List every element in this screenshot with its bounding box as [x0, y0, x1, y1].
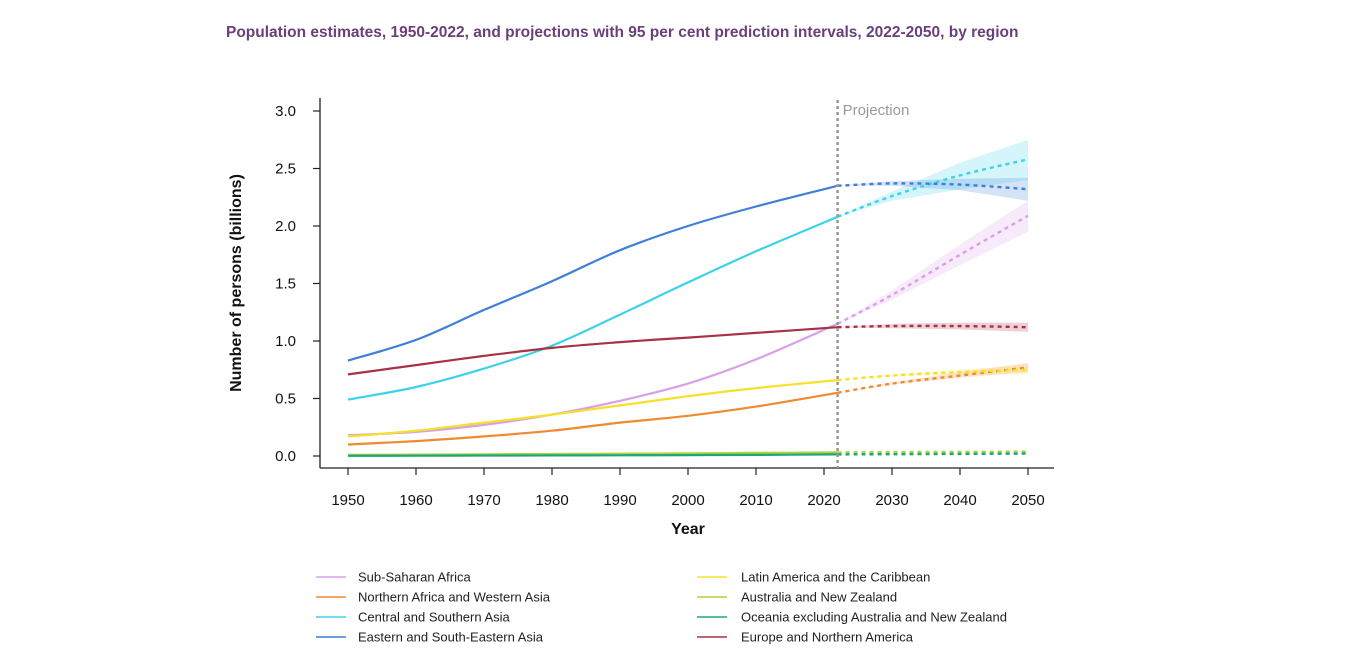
y-tick-label: 2.5: [275, 161, 296, 178]
prediction-band: [837, 322, 1028, 332]
series-line-estimate: [347, 451, 838, 456]
projection-label: Projection: [843, 102, 910, 119]
x-axis-title: Year: [671, 521, 705, 538]
x-tick-label: 1950: [331, 492, 364, 509]
prediction-band: [837, 451, 1028, 453]
x-tick-label: 1960: [399, 492, 432, 509]
series-line-projection: [837, 450, 1029, 454]
prediction-band: [837, 453, 1028, 455]
legend-label: Central and Southern Asia: [358, 610, 511, 625]
x-ticks: 1950 1960 1970 1980 1990 2000 2010 2020 2030 2040…: [331, 468, 1045, 509]
series-line-projection: [837, 182, 1029, 191]
series-line-projection: [837, 368, 1029, 382]
x-tick-label: 1970: [467, 492, 500, 509]
legend-label: Northern Africa and Western Asia: [358, 590, 551, 605]
x-tick-label: 1990: [603, 492, 636, 509]
series-line-projection: [837, 324, 1029, 329]
x-tick-label: 1980: [535, 492, 568, 509]
series-line-estimate: [347, 391, 838, 446]
prediction-band: [837, 177, 1028, 201]
x-tick-label: 2030: [875, 492, 908, 509]
x-tick-label: 2040: [943, 492, 976, 509]
y-tick-label: 1.0: [275, 333, 296, 350]
legend: Sub-Saharan Africa Northern Africa and We…: [316, 570, 1007, 645]
series-line-estimate: [347, 215, 839, 401]
prediction-band: [837, 365, 1028, 381]
y-axis-title: Number of persons (billions): [228, 174, 245, 392]
x-tick-label: 2020: [807, 492, 840, 509]
y-tick-label: 0.0: [275, 448, 296, 465]
legend-label: Latin America and the Caribbean: [741, 570, 930, 585]
y-ticks: 0.0 0.5 1.0 1.5 2.0 2.5 3.0: [275, 103, 320, 465]
legend-label: Europe and Northern America: [741, 630, 914, 645]
y-tick-label: 3.0: [275, 103, 296, 120]
series-line-estimate: [347, 322, 839, 437]
series-lines: [347, 158, 1029, 457]
series-line-estimate: [347, 379, 838, 438]
series-line-estimate: [347, 453, 838, 457]
series-line-estimate: [347, 184, 838, 362]
x-tick-label: 2050: [1011, 492, 1044, 509]
prediction-band: [837, 200, 1028, 324]
legend-label: Oceania excluding Australia and New Zeal…: [741, 610, 1007, 625]
page-title: Population estimates, 1950-2022, and pro…: [226, 24, 1019, 41]
series-line-estimate: [347, 326, 838, 376]
x-tick-label: 2000: [671, 492, 704, 509]
legend-label: Australia and New Zealand: [741, 590, 897, 605]
legend-label: Eastern and South-Eastern Asia: [358, 630, 544, 645]
series-line-projection: [837, 214, 1029, 325]
x-tick-label: 2010: [739, 492, 772, 509]
series-line-projection: [837, 452, 1029, 456]
legend-label: Sub-Saharan Africa: [358, 570, 472, 585]
y-tick-label: 2.0: [275, 218, 296, 235]
y-tick-label: 1.5: [275, 276, 296, 293]
y-tick-label: 0.5: [275, 391, 296, 408]
